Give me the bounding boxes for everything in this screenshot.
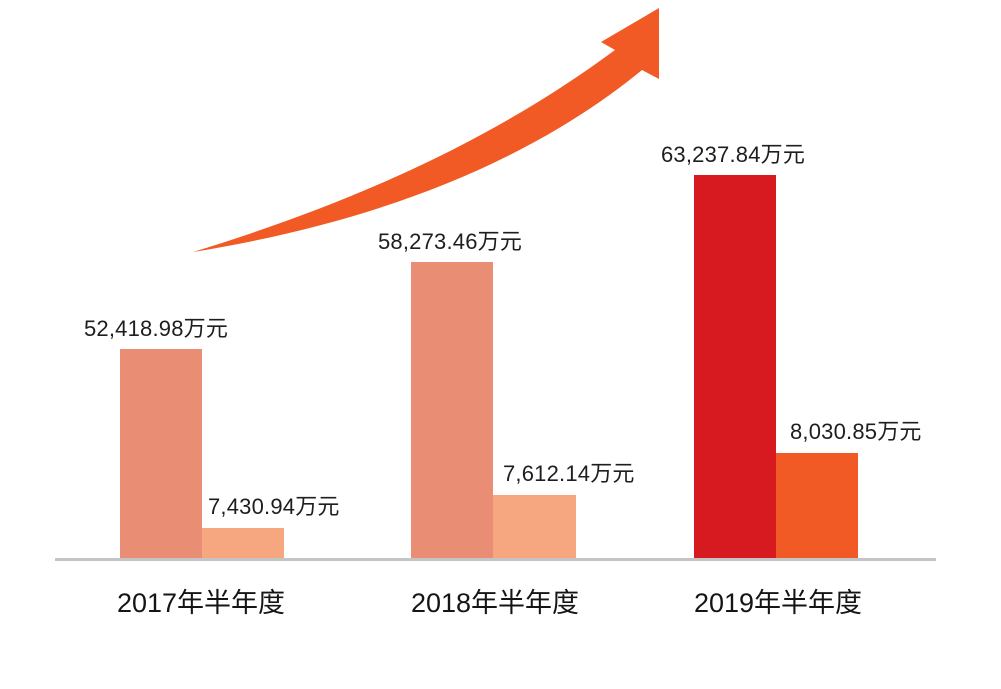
bar-2017-b bbox=[202, 528, 284, 559]
bar-2017-a bbox=[120, 349, 202, 559]
bar-2019-a bbox=[694, 175, 776, 559]
value-label-2017-a: 52,418.98万元 bbox=[84, 316, 229, 341]
bar-2018-a bbox=[411, 262, 493, 559]
x-axis-label-2017: 2017年半年度 bbox=[116, 588, 286, 618]
value-label-2019-b: 8,030.85万元 bbox=[790, 419, 922, 444]
value-label-2018-b: 7,612.14万元 bbox=[503, 461, 635, 486]
value-label-2017-b: 7,430.94万元 bbox=[208, 494, 340, 519]
x-axis-label-2019: 2019年半年度 bbox=[693, 588, 863, 618]
bar-2018-b bbox=[493, 495, 576, 559]
x-axis-baseline bbox=[55, 558, 936, 561]
value-label-2019-a: 63,237.84万元 bbox=[661, 142, 806, 167]
value-label-2018-a: 58,273.46万元 bbox=[378, 229, 523, 254]
x-axis-label-2018: 2018年半年度 bbox=[410, 588, 580, 618]
bar-2019-b bbox=[776, 453, 858, 559]
